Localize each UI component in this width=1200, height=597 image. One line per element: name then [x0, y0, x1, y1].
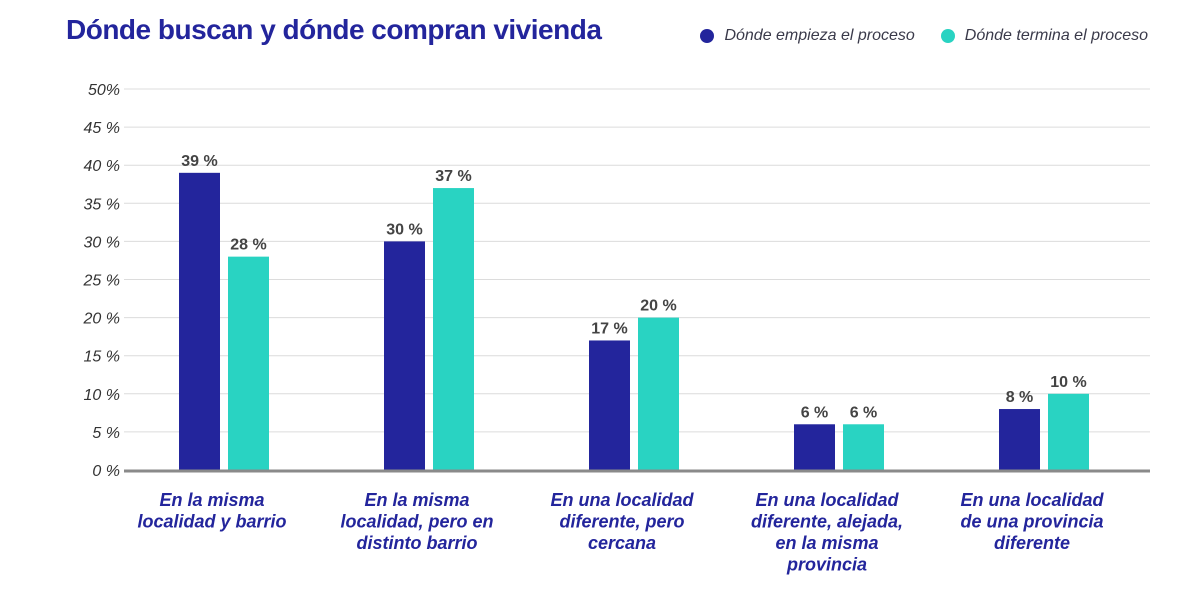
data-label: 6 %: [850, 404, 878, 421]
bar: [384, 241, 425, 470]
x-category-label: En una localidad diferente, alejada, en la…: [751, 490, 903, 575]
x-category-label-line: localidad y barrio: [137, 512, 286, 532]
x-category-label-line: distinto barrio: [357, 533, 478, 553]
y-tick-label: 10 %: [84, 387, 120, 404]
y-tick-label: 20 %: [83, 311, 120, 328]
x-category-label-line: diferente, alejada,: [751, 512, 903, 532]
bar: [638, 317, 679, 470]
chart-title: Dónde buscan y dónde compran vivienda: [66, 14, 602, 45]
bar: [433, 188, 474, 470]
bar: [794, 424, 835, 470]
bar: [1048, 393, 1089, 470]
bar: [843, 424, 884, 470]
x-category-label-line: de una provincia: [960, 512, 1103, 532]
chart-legend: Dónde empieza el proceso Dónde termina e…: [700, 27, 1148, 45]
bar: [589, 340, 630, 470]
bar: [179, 172, 220, 470]
x-category-label: En una localidad de una provincia diferent…: [960, 490, 1104, 553]
bar: [228, 256, 269, 470]
legend-item-start: Dónde empieza el proceso: [700, 27, 915, 45]
x-category-label: En la misma localidad, pero en distinto ba…: [340, 490, 493, 553]
y-tick-label: 30 %: [84, 234, 120, 251]
data-label: 30 %: [386, 221, 422, 238]
y-tick-label: 5 %: [92, 425, 120, 442]
x-category-label-line: En la misma: [159, 490, 264, 510]
data-label: 8 %: [1006, 389, 1034, 406]
legend-label-end: Dónde termina el proceso: [964, 27, 1148, 44]
data-label: 39 %: [181, 153, 217, 170]
x-category-label-line: En una localidad: [550, 490, 694, 510]
x-category-label-line: En una localidad: [755, 490, 899, 510]
x-category-label-line: diferente: [994, 533, 1070, 553]
x-category-label-line: en la misma: [775, 533, 878, 553]
data-label: 28 %: [230, 237, 266, 254]
legend-item-end: Dónde termina el proceso: [940, 27, 1148, 45]
bar: [999, 409, 1040, 470]
data-label: 37 %: [435, 168, 471, 185]
legend-label-start: Dónde empieza el proceso: [724, 27, 915, 44]
y-tick-label: 40 %: [84, 158, 120, 175]
x-category-label-line: diferente, pero: [559, 512, 684, 532]
data-label: 17 %: [591, 320, 627, 337]
legend-swatch-start: [700, 29, 715, 43]
x-category-label-line: En la misma: [364, 490, 469, 510]
y-tick-label: 35 %: [84, 196, 120, 213]
data-label: 20 %: [640, 298, 676, 315]
x-category-label-line: localidad, pero en: [340, 512, 493, 532]
data-label: 6 %: [801, 404, 829, 421]
x-category-label: En una localidad diferente, pero cercana: [550, 490, 694, 553]
x-category-label-line: cercana: [588, 533, 656, 553]
y-tick-label: 45 %: [84, 120, 120, 137]
x-category-label-line: provincia: [786, 555, 867, 575]
data-label: 10 %: [1050, 374, 1086, 391]
legend-swatch-end: [940, 29, 955, 43]
y-tick-label: 50%: [88, 82, 120, 99]
x-category-label-line: En una localidad: [960, 490, 1104, 510]
y-tick-label: 25 %: [83, 273, 120, 290]
y-tick-label: 15 %: [84, 349, 120, 366]
y-tick-label: 0 %: [92, 463, 120, 480]
x-category-label: En la misma localidad y barrio: [137, 490, 286, 532]
